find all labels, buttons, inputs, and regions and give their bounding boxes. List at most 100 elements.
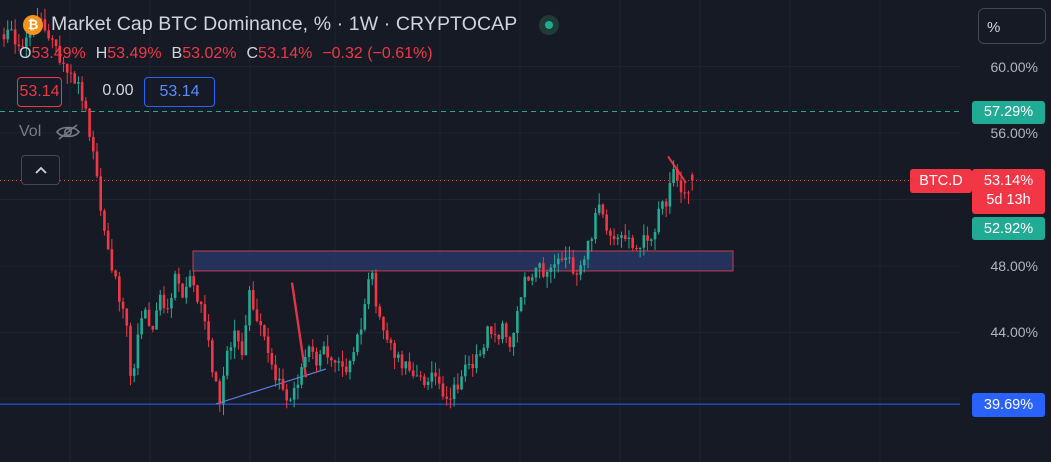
candle bbox=[687, 190, 690, 205]
candle bbox=[315, 347, 318, 373]
eye-hidden-icon[interactable] bbox=[55, 123, 81, 141]
buy-price-box[interactable]: 53.14 bbox=[144, 77, 215, 107]
candle bbox=[255, 298, 259, 323]
candle bbox=[549, 263, 553, 284]
candle bbox=[144, 307, 147, 319]
candle bbox=[333, 359, 337, 373]
candle bbox=[668, 172, 672, 214]
candle bbox=[385, 322, 389, 344]
candle-body bbox=[21, 46, 24, 48]
candle-body bbox=[530, 277, 534, 281]
candle-body bbox=[676, 168, 679, 181]
candle-body bbox=[73, 73, 76, 84]
red-trendline[interactable] bbox=[290, 282, 308, 378]
resistance-price-tag[interactable]: 57.29% bbox=[972, 100, 1045, 124]
candle bbox=[653, 228, 657, 250]
candle bbox=[575, 269, 579, 286]
candle-body bbox=[638, 247, 642, 250]
candle-body bbox=[649, 239, 653, 241]
symbol-tag: BTC.D bbox=[910, 168, 972, 193]
candle-body bbox=[248, 290, 251, 326]
candle-body bbox=[285, 389, 289, 401]
candle bbox=[564, 246, 568, 269]
axis-tick-label: 56.00% bbox=[990, 125, 1038, 141]
support-price-tag[interactable]: 39.69% bbox=[972, 393, 1045, 418]
unit-selector-button[interactable]: % bbox=[978, 8, 1046, 44]
candle-body bbox=[367, 279, 370, 305]
candle-body bbox=[188, 276, 192, 287]
low-label: B bbox=[171, 45, 183, 62]
market-status-icon[interactable] bbox=[539, 14, 560, 35]
candle bbox=[400, 350, 404, 376]
candle-body bbox=[449, 398, 452, 400]
candle bbox=[586, 240, 590, 269]
candle bbox=[642, 224, 646, 256]
candle-body bbox=[382, 316, 385, 331]
candle bbox=[54, 38, 58, 54]
candle bbox=[99, 168, 103, 217]
candle-body bbox=[370, 272, 374, 280]
candle bbox=[196, 284, 199, 305]
candle bbox=[281, 368, 285, 392]
candle bbox=[13, 19, 17, 54]
candle-body bbox=[560, 258, 564, 260]
grid-lines bbox=[0, 0, 960, 462]
candle-body bbox=[393, 343, 396, 358]
candle-body bbox=[218, 381, 222, 404]
symbol-title[interactable]: Market Cap BTC Dominance, % · 1W · CRYPT… bbox=[51, 13, 518, 35]
open-price-tag: 52.92% bbox=[972, 217, 1045, 240]
candle bbox=[497, 334, 501, 345]
candle-body bbox=[326, 346, 329, 358]
candle bbox=[188, 269, 192, 288]
candle bbox=[452, 377, 456, 407]
candle-body bbox=[430, 372, 434, 382]
candle-body bbox=[609, 230, 612, 236]
candle bbox=[2, 27, 6, 47]
support-trendline[interactable] bbox=[215, 368, 327, 405]
candle bbox=[166, 298, 169, 314]
candle bbox=[300, 363, 303, 389]
candle-body bbox=[653, 231, 657, 240]
candle-body bbox=[233, 330, 236, 348]
candle-body bbox=[478, 354, 482, 356]
candle bbox=[277, 367, 281, 390]
last-price-value: 53.14% bbox=[983, 173, 1034, 190]
candle bbox=[69, 64, 73, 83]
candle bbox=[207, 314, 210, 348]
demand-zone[interactable] bbox=[192, 250, 734, 272]
candle bbox=[73, 71, 76, 84]
candle bbox=[579, 260, 582, 281]
candle-body bbox=[486, 326, 489, 348]
last-price-tag: 53.14% 5d 13h bbox=[972, 168, 1045, 214]
sell-price-box[interactable]: 53.14 bbox=[17, 77, 62, 107]
candle-body bbox=[17, 44, 21, 47]
close-value: 53.14% bbox=[258, 45, 313, 62]
candle-body bbox=[690, 174, 694, 181]
candle-body bbox=[341, 361, 344, 367]
status-dot bbox=[545, 20, 554, 29]
candle-body bbox=[545, 271, 549, 277]
candle bbox=[21, 38, 24, 49]
candle bbox=[623, 224, 627, 242]
candle bbox=[77, 76, 80, 95]
candle-body bbox=[527, 276, 530, 281]
candle-body bbox=[612, 235, 616, 240]
candle bbox=[504, 321, 508, 344]
candle-body bbox=[400, 354, 404, 369]
candle bbox=[486, 325, 489, 351]
candle bbox=[140, 311, 143, 340]
close-label: C bbox=[246, 45, 259, 62]
candle bbox=[58, 35, 62, 65]
candle bbox=[612, 228, 616, 246]
candle bbox=[132, 363, 136, 383]
trendlines[interactable] bbox=[215, 155, 687, 405]
candle bbox=[449, 387, 452, 409]
candle-body bbox=[590, 239, 594, 241]
collapse-legend-button[interactable] bbox=[21, 155, 60, 185]
candle-body bbox=[501, 323, 504, 340]
candle bbox=[218, 378, 222, 412]
candle-body bbox=[516, 311, 519, 334]
candle-body bbox=[51, 38, 54, 40]
candle bbox=[679, 171, 683, 204]
